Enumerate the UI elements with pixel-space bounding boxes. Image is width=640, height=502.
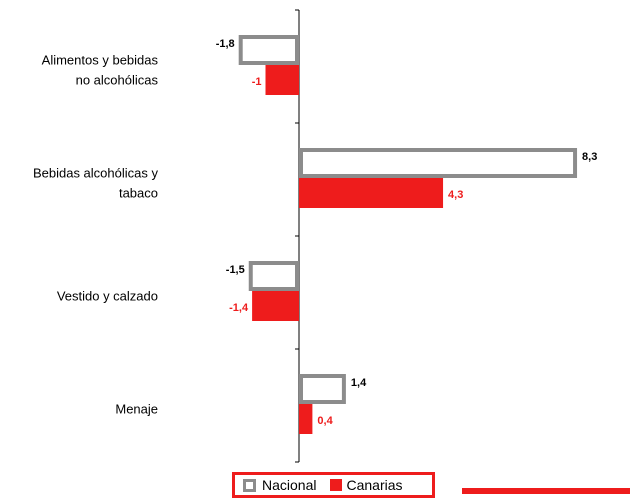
legend: Nacional Canarias [232,472,435,498]
legend-label-nacional: Nacional [262,477,317,493]
category-label-line: Bebidas alcohólicas y [33,166,159,181]
legend-label-canarias: Canarias [346,477,403,493]
category-label: Menaje [115,402,158,417]
legend-item-nacional: Nacional [243,477,316,493]
legend-swatch-nacional [243,478,256,492]
data-label-canarias: -1 [252,76,262,88]
bar-nacional [299,374,346,404]
category-label: Alimentos y bebidas no alcohólicas [42,53,159,88]
chart: Alimentos y bebidas no alcohólicas -1,8 -1 B… [33,9,597,463]
category-label-line: no alcohólicas [76,73,159,88]
data-label-nacional: 8,3 [582,151,597,163]
data-label-canarias: 4,3 [448,189,463,201]
legend-swatch-canarias [330,479,343,491]
bar-canarias [299,178,444,208]
category-label: Bebidas alcohólicas y tabaco [33,166,159,201]
data-label-nacional: 1,4 [351,377,367,389]
legend-item-canarias: Canarias [316,477,403,493]
category-label-line: tabaco [119,186,158,201]
category-label-line: Menaje [115,402,158,417]
bar-nacional [299,148,578,178]
bar-nacional [238,35,299,65]
data-label-canarias: 0,4 [317,415,333,427]
bar-canarias [299,404,313,434]
category-label: Vestido y calzado [57,289,158,304]
data-label-nacional: -1,5 [226,264,245,276]
bar-canarias [265,65,299,95]
decorative-bar [462,488,630,494]
bar-canarias [252,291,299,321]
bar-nacional [248,261,299,291]
data-label-canarias: -1,4 [229,302,249,314]
data-label-nacional: -1,8 [216,38,235,50]
category-label-line: Vestido y calzado [57,289,158,304]
category-label-line: Alimentos y bebidas [42,53,159,68]
